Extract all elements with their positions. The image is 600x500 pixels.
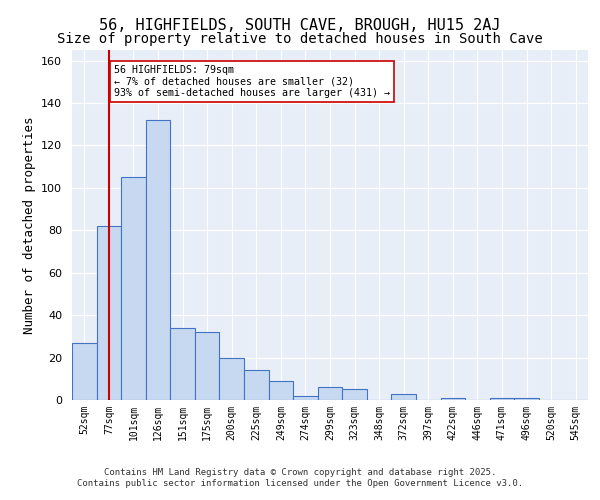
Y-axis label: Number of detached properties: Number of detached properties: [23, 116, 35, 334]
Bar: [391, 394, 416, 400]
Bar: [72, 342, 97, 400]
Text: 56, HIGHFIELDS, SOUTH CAVE, BROUGH, HU15 2AJ: 56, HIGHFIELDS, SOUTH CAVE, BROUGH, HU15…: [99, 18, 501, 32]
Text: Size of property relative to detached houses in South Cave: Size of property relative to detached ho…: [57, 32, 543, 46]
Bar: [318, 388, 342, 400]
Bar: [490, 398, 514, 400]
Bar: [269, 381, 293, 400]
Bar: [195, 332, 220, 400]
Bar: [293, 396, 318, 400]
Bar: [97, 226, 121, 400]
Bar: [514, 398, 539, 400]
Bar: [170, 328, 195, 400]
Bar: [342, 390, 367, 400]
Text: 56 HIGHFIELDS: 79sqm
← 7% of detached houses are smaller (32)
93% of semi-detach: 56 HIGHFIELDS: 79sqm ← 7% of detached ho…: [114, 65, 390, 98]
Bar: [244, 370, 269, 400]
Bar: [440, 398, 465, 400]
Bar: [121, 178, 146, 400]
Bar: [146, 120, 170, 400]
Text: Contains HM Land Registry data © Crown copyright and database right 2025.
Contai: Contains HM Land Registry data © Crown c…: [77, 468, 523, 487]
Bar: [220, 358, 244, 400]
